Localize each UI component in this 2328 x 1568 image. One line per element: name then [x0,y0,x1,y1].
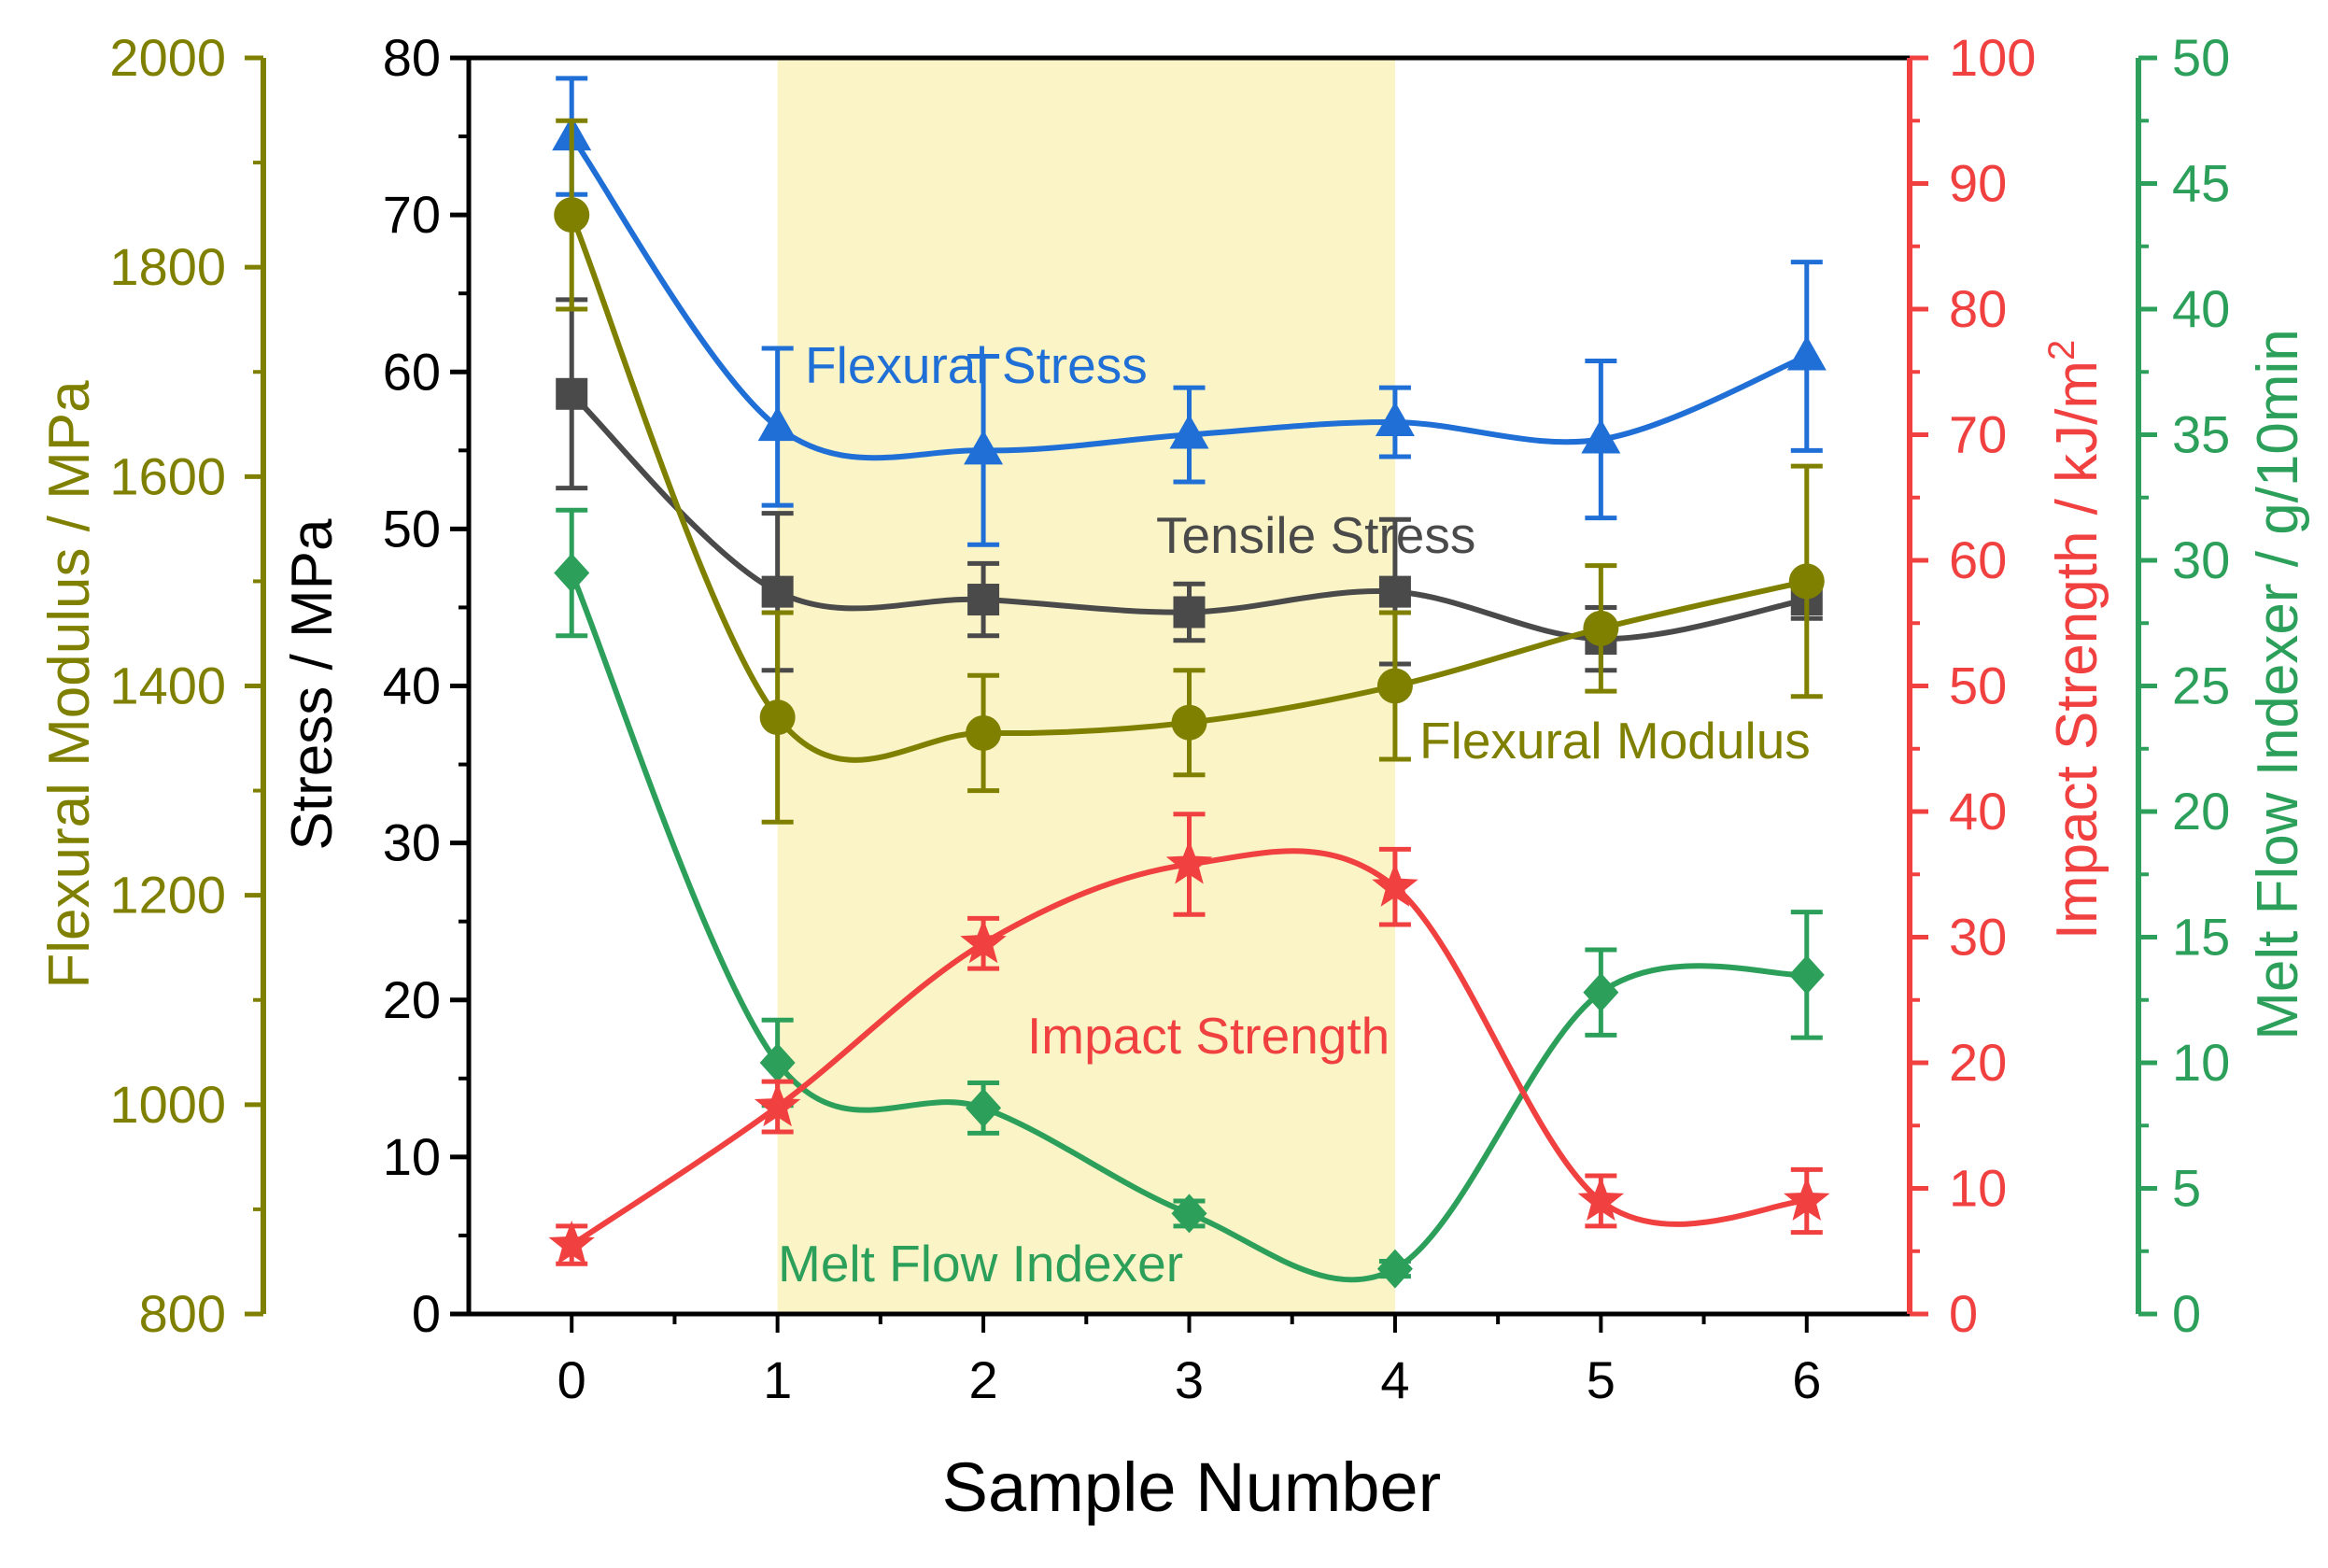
mfi-tick-label: 5 [2172,1159,2201,1218]
impact-tick-label: 20 [1949,1033,2007,1092]
series-impact-strength [548,812,1830,1266]
impact-tick-label: 90 [1949,154,2007,213]
impact-tick-label: 50 [1949,657,2007,715]
impact-strength-point [1165,840,1213,884]
tensile-stress-point [1378,575,1411,608]
impact-tick-label: 70 [1949,405,2007,464]
stress-tick-label: 20 [383,970,441,1029]
stress-tick-label: 60 [383,342,441,401]
impact-tick-label: 40 [1949,782,2007,841]
melt-flow-indexer-point [1376,1249,1413,1289]
impact-strength-point [754,1082,801,1127]
x-tick-label: 2 [968,1350,997,1409]
impact-tick-label: 10 [1949,1159,2007,1218]
impact-axis-title-sup: 2 [2041,340,2082,360]
melt-flow-axis-title: Melt Flow Indexer / g/10min [2246,329,2310,1040]
flexural-modulus-point [1376,668,1413,704]
melt-flow-indexer-point [759,1043,796,1082]
melt-flow-indexer-point [1171,1194,1207,1234]
melt-flow-indexer-point [1583,972,1619,1012]
series-melt-flow-indexer [554,507,1825,1289]
flexural-stress-point [1581,418,1621,454]
impact-axis-title-main: Impact Strength / kJ/m [2045,360,2109,939]
impact-tick-label: 100 [1949,28,2036,87]
mfi-tick-label: 25 [2172,657,2230,715]
label-flexural-modulus: Flexural Modulus [1419,712,1811,770]
stress-tick-label: 10 [383,1127,441,1186]
stress-tick-label: 30 [383,813,441,872]
melt-flow-indexer-point [966,1088,1002,1128]
impact-strength-point [960,919,1007,964]
modulus-tick-label: 2000 [109,28,226,87]
mfi-tick-label: 45 [2172,154,2230,213]
modulus-tick-label: 1400 [109,657,226,715]
mfi-tick-label: 15 [2172,908,2230,967]
impact-tick-label: 30 [1949,908,2007,967]
flexural-stress-point [1169,414,1209,449]
melt-flow-indexer-point [1788,954,1825,995]
x-tick-label: 6 [1792,1350,1821,1409]
mfi-tick-label: 50 [2172,28,2230,87]
mfi-tick-label: 20 [2172,782,2230,841]
tensile-stress-point [967,584,1000,616]
impact-strength-point [1784,1177,1830,1221]
melt-flow-indexer-point [554,553,590,593]
flexural-stress-point [964,430,1004,465]
modulus-tick-label: 1000 [109,1075,226,1134]
flexural-stress-point [1375,402,1415,437]
label-tensile-stress: Tensile Stress [1156,506,1475,564]
mfi-tick-label: 40 [2172,279,2230,338]
stress-tick-label: 70 [383,185,441,244]
flexural-modulus-point [966,714,1002,751]
flexural-modulus-point [1788,563,1825,600]
flexural-modulus-point [759,699,796,736]
label-flexural-stress: Flexural Stress [805,336,1148,394]
flexural-modulus-point [554,197,590,233]
x-tick-label: 0 [557,1350,586,1409]
modulus-tick-label: 800 [139,1284,226,1343]
mfi-tick-label: 0 [2172,1284,2201,1343]
modulus-tick-label: 1600 [109,446,226,505]
x-tick-label: 4 [1380,1350,1409,1409]
x-axis-title: Sample Number [942,1448,1442,1526]
impact-strength-point [548,1221,595,1265]
x-tick-label: 1 [763,1350,792,1409]
modulus-tick-label: 1800 [109,237,226,296]
impact-tick-label: 80 [1949,279,2007,338]
series-flexural-modulus [554,118,1825,825]
impact-strength-axis-title: Impact Strength / kJ/m2 [2041,340,2109,939]
impact-strength-point [1372,862,1418,907]
flexural-modulus-point [1171,704,1207,741]
stress-tick-label: 0 [412,1284,441,1343]
stress-tick-label: 80 [383,28,441,87]
stress-tick-label: 40 [383,657,441,715]
melt-flow-indexer-line [569,572,1808,1283]
flexural-stress-point [757,406,797,442]
impact-strength-point [1577,1177,1625,1221]
impact-tick-label: 60 [1949,530,2007,589]
tensile-stress-point [1173,596,1206,629]
mfi-tick-label: 35 [2172,405,2230,464]
mfi-tick-label: 30 [2172,530,2230,589]
x-tick-label: 5 [1587,1350,1615,1409]
stress-axis-title: Stress / MPa [280,518,345,850]
label-impact-strength: Impact Strength [1027,1007,1390,1065]
modulus-tick-label: 1200 [109,866,226,925]
flexural-modulus-axis-title: Flexural Modulus / MPa [37,380,102,989]
series-flexural-stress [552,76,1827,547]
flexural-stress-point [1786,335,1827,371]
label-melt-flow-indexer: Melt Flow Indexer [778,1235,1183,1293]
impact-tick-label: 0 [1949,1284,1978,1343]
tensile-stress-point [556,377,588,410]
flexural-modulus-point [1583,610,1619,646]
mfi-tick-label: 10 [2172,1033,2230,1092]
tensile-stress-point [761,575,794,608]
x-tick-label: 3 [1175,1350,1204,1409]
highlight-band [777,58,1395,1314]
stress-tick-label: 50 [383,499,441,558]
